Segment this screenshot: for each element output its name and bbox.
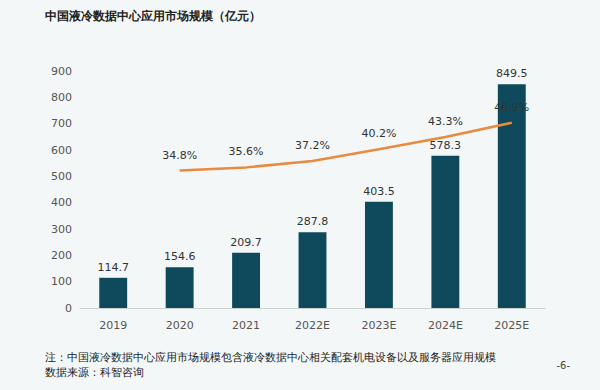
svg-text:114.7: 114.7 bbox=[97, 261, 128, 274]
svg-text:35.6%: 35.6% bbox=[229, 145, 264, 158]
svg-text:900: 900 bbox=[51, 65, 72, 78]
svg-text:287.8: 287.8 bbox=[297, 215, 329, 228]
svg-text:2024E: 2024E bbox=[428, 319, 463, 332]
svg-text:43.3%: 43.3% bbox=[428, 115, 463, 128]
svg-text:300: 300 bbox=[51, 223, 72, 236]
svg-text:数据来源：科智咨询: 数据来源：科智咨询 bbox=[45, 366, 144, 379]
svg-text:2021: 2021 bbox=[232, 319, 260, 332]
svg-text:2023E: 2023E bbox=[361, 319, 396, 332]
svg-text:600: 600 bbox=[51, 144, 72, 157]
svg-text:46.9%: 46.9% bbox=[494, 101, 529, 114]
svg-text:34.8%: 34.8% bbox=[162, 149, 197, 162]
svg-text:578.3: 578.3 bbox=[430, 139, 462, 152]
svg-text:200: 200 bbox=[51, 249, 72, 262]
svg-text:800: 800 bbox=[51, 91, 72, 104]
svg-text:100: 100 bbox=[51, 275, 72, 288]
svg-text:400: 400 bbox=[51, 196, 72, 209]
svg-text:中国液冷数据中心应用市场规模（亿元）: 中国液冷数据中心应用市场规模（亿元） bbox=[45, 9, 261, 23]
svg-text:2025E: 2025E bbox=[494, 319, 529, 332]
svg-text:40.2%: 40.2% bbox=[361, 127, 396, 140]
svg-text:849.5: 849.5 bbox=[496, 67, 528, 80]
svg-text:2022E: 2022E bbox=[295, 319, 330, 332]
svg-text:37.2%: 37.2% bbox=[295, 139, 330, 152]
svg-text:700: 700 bbox=[51, 117, 72, 130]
svg-text:-6-: -6- bbox=[556, 360, 570, 371]
svg-text:154.6: 154.6 bbox=[164, 250, 196, 263]
svg-text:403.5: 403.5 bbox=[363, 185, 395, 198]
svg-text:209.7: 209.7 bbox=[230, 236, 262, 249]
svg-text:0: 0 bbox=[65, 302, 72, 315]
svg-text:2020: 2020 bbox=[166, 319, 194, 332]
svg-text:500: 500 bbox=[51, 170, 72, 183]
svg-text:注：中国液冷数据中心应用市场规模包含液冷数据中心相关配套机电: 注：中国液冷数据中心应用市场规模包含液冷数据中心相关配套机电设备以及服务器应用规… bbox=[45, 351, 496, 364]
svg-text:2019: 2019 bbox=[99, 319, 127, 332]
